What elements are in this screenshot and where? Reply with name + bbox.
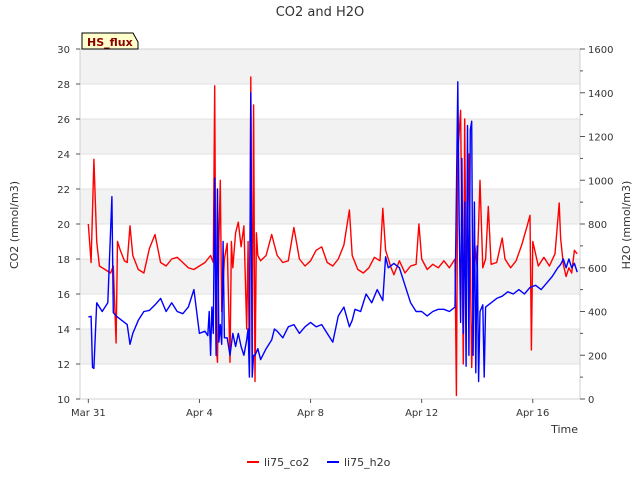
right-tick-label: 1000 [588,176,613,187]
left-tick-label: 12 [57,360,70,371]
right-tick-label: 800 [588,220,607,231]
right-tick-label: 400 [588,308,607,319]
legend: li75_co2 li75_h2o [247,456,391,469]
left-tick-label: 30 [57,45,70,56]
x-tick-label: Apr 12 [405,408,438,419]
left-tick-label: 10 [57,395,70,406]
site-label-box: HS_flux [81,32,139,50]
background-band [80,119,580,154]
site-label: HS_flux [87,36,133,49]
left-tick-label: 20 [57,220,70,231]
left-tick-label: 28 [57,80,70,91]
right-tick-label: 0 [588,395,594,406]
right-y-axis: 0 200 400 600 800 1000 1200 1400 1600 [580,45,613,406]
left-tick-label: 16 [57,290,70,301]
left-y-axis-label: CO2 (mmol/m3) [8,181,21,269]
right-tick-label: 1200 [588,133,613,144]
right-y-axis-label: H2O (mmol/m3) [620,181,633,270]
background-bands [80,49,580,364]
x-tick-label: Apr 4 [186,408,213,419]
series-line-li75-h2o [88,81,578,383]
chart-title: CO2 and H2O [276,5,365,20]
left-tick-label: 24 [57,150,70,161]
legend-label: li75_h2o [344,456,391,469]
left-y-axis: 10 12 14 16 18 20 22 24 26 28 30 [57,45,80,406]
series-line-li75-co2 [87,76,578,397]
x-tick-label: Apr 8 [297,408,324,419]
background-band [80,329,580,364]
legend-label: li75_co2 [264,456,309,469]
right-tick-label: 600 [588,264,607,275]
background-band [80,189,580,224]
left-tick-label: 22 [57,185,70,196]
right-tick-label: 1400 [588,89,613,100]
background-band [80,49,580,84]
right-tick-label: 200 [588,351,607,362]
x-tick-label: Apr 16 [516,408,549,419]
right-tick-label: 1600 [588,45,613,56]
left-tick-label: 14 [57,325,70,336]
x-axis-label: Time [550,423,578,436]
x-tick-label: Mar 31 [71,408,106,419]
left-tick-label: 18 [57,255,70,266]
left-tick-label: 26 [57,115,70,126]
series-layer [87,76,578,397]
x-axis: Mar 31 Apr 4 Apr 8 Apr 12 Apr 16 [71,399,549,419]
